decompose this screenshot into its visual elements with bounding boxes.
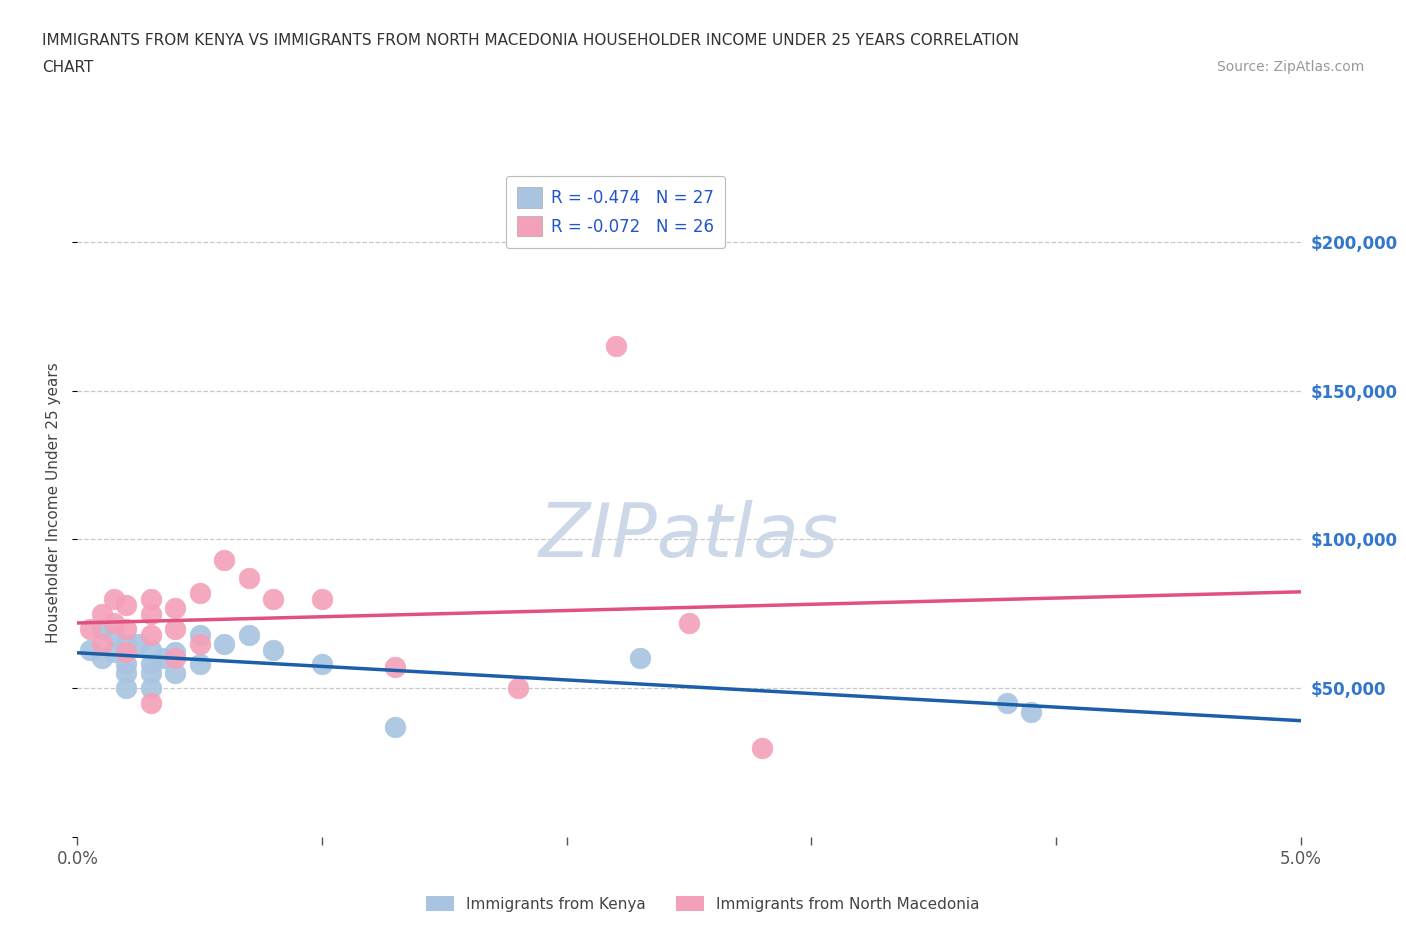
Text: Source: ZipAtlas.com: Source: ZipAtlas.com: [1216, 60, 1364, 74]
Point: [311, 657, 333, 671]
Point: [139, 681, 162, 696]
Point: [115, 645, 138, 660]
Point: [678, 616, 700, 631]
Point: [103, 591, 125, 606]
Point: [128, 636, 150, 651]
Point: [165, 666, 187, 681]
Point: [751, 740, 773, 755]
Point: [165, 645, 187, 660]
Point: [139, 666, 162, 681]
Point: [1021, 705, 1043, 720]
Point: [262, 642, 284, 657]
Point: [139, 642, 162, 657]
Point: [238, 627, 260, 642]
Point: [311, 591, 333, 606]
Point: [165, 621, 187, 636]
Point: [90, 636, 112, 651]
Legend: R = -0.474   N = 27, R = -0.072   N = 26: R = -0.474 N = 27, R = -0.072 N = 26: [506, 176, 725, 248]
Point: [115, 636, 138, 651]
Point: [605, 339, 627, 353]
Point: [90, 606, 112, 621]
Point: [90, 651, 112, 666]
Point: [384, 720, 406, 735]
Point: [188, 657, 211, 671]
Point: [262, 591, 284, 606]
Point: [139, 696, 162, 711]
Point: [139, 606, 162, 621]
Point: [139, 591, 162, 606]
Point: [79, 642, 101, 657]
Point: [628, 651, 651, 666]
Point: [139, 627, 162, 642]
Point: [115, 681, 138, 696]
Text: IMMIGRANTS FROM KENYA VS IMMIGRANTS FROM NORTH MACEDONIA HOUSEHOLDER INCOME UNDE: IMMIGRANTS FROM KENYA VS IMMIGRANTS FROM…: [42, 33, 1019, 47]
Point: [115, 657, 138, 671]
Point: [212, 636, 235, 651]
Point: [165, 651, 187, 666]
Point: [152, 651, 174, 666]
Point: [188, 636, 211, 651]
Point: [506, 681, 529, 696]
Point: [103, 627, 125, 642]
Point: [212, 552, 235, 567]
Text: ZIPatlas: ZIPatlas: [538, 499, 839, 572]
Point: [79, 621, 101, 636]
Text: CHART: CHART: [42, 60, 94, 75]
Point: [188, 627, 211, 642]
Point: [115, 666, 138, 681]
Point: [115, 597, 138, 612]
Point: [139, 657, 162, 671]
Point: [115, 621, 138, 636]
Point: [384, 660, 406, 675]
Point: [103, 645, 125, 660]
Y-axis label: Householder Income Under 25 years: Householder Income Under 25 years: [46, 362, 62, 643]
Point: [238, 571, 260, 586]
Point: [995, 696, 1018, 711]
Point: [188, 586, 211, 601]
Point: [103, 616, 125, 631]
Legend: Immigrants from Kenya, Immigrants from North Macedonia: Immigrants from Kenya, Immigrants from N…: [420, 889, 986, 918]
Point: [90, 621, 112, 636]
Point: [165, 601, 187, 616]
